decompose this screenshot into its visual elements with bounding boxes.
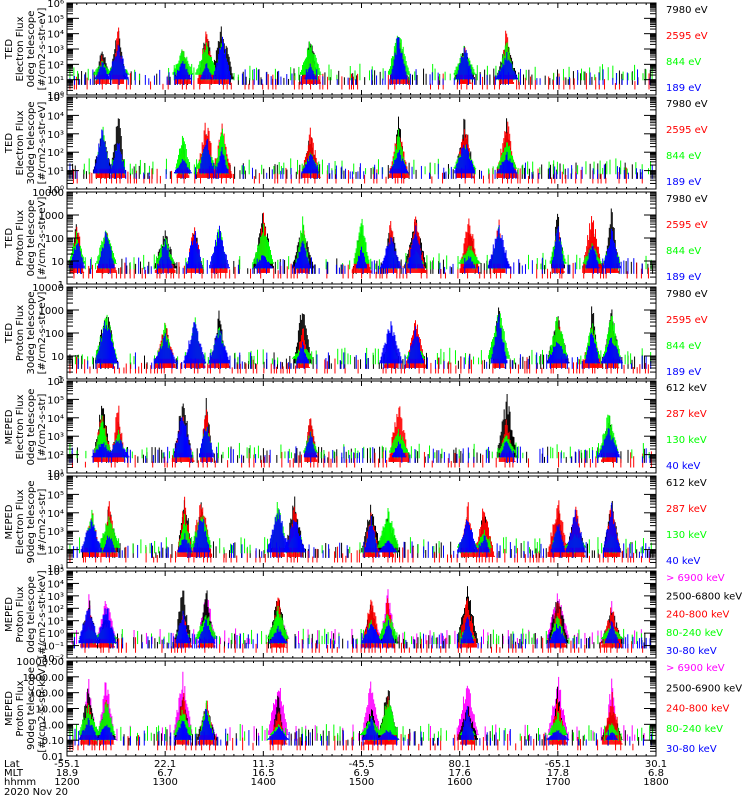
legend-entry: 844 eV bbox=[666, 151, 701, 162]
y-tick-label: 10⁴ bbox=[47, 30, 64, 41]
y-tick-label: 10¹ bbox=[47, 167, 64, 178]
y-tick-label: 10⁰ bbox=[47, 91, 64, 102]
panel-data bbox=[68, 208, 654, 279]
y-axis-label-line: TED bbox=[4, 39, 15, 60]
plot-frame bbox=[66, 2, 657, 96]
y-tick-label: 10⁰ bbox=[47, 185, 64, 196]
y-axis: 1 10 100 1000 10000 bbox=[32, 188, 656, 291]
y-axis-label-line: 0deg telescope bbox=[26, 11, 37, 88]
y-tick-label: 10⁵ bbox=[47, 14, 64, 25]
y-axis-label: TEDElectron Flux30deg telescope[#/cm2-s-… bbox=[4, 101, 48, 184]
y-tick-label: 10³ bbox=[47, 130, 64, 141]
y-axis-label: TEDProton Flux0deg telescope[#/cm2-s-str… bbox=[4, 197, 48, 280]
y-tick-label: 10⁴ bbox=[47, 111, 64, 122]
legend-entry: 189 eV bbox=[666, 177, 701, 188]
series-189-ev bbox=[69, 129, 653, 179]
legend-entry: 7980 eV bbox=[666, 194, 708, 205]
y-axis-label-line: Electron Flux bbox=[15, 110, 26, 175]
y-axis-label-line: TED bbox=[4, 133, 15, 154]
legend: 7980 eV 2595 eV 844 eV 189 eV bbox=[666, 5, 708, 94]
series-189-ev bbox=[68, 225, 643, 274]
legend-entry: 2595 eV bbox=[666, 125, 708, 136]
y-tick-label: 10¹ bbox=[47, 76, 64, 87]
panel-data bbox=[69, 306, 652, 374]
y-tick-label: 100 bbox=[45, 234, 64, 245]
y-tick-label: 10³ bbox=[47, 45, 64, 56]
series-189-ev bbox=[69, 36, 651, 85]
panel-data bbox=[69, 26, 653, 90]
legend-entry: 2595 eV bbox=[666, 31, 708, 42]
y-axis-label-line: TED bbox=[4, 228, 15, 249]
legend-entry: 7980 eV bbox=[666, 99, 708, 110]
series-844-ev bbox=[69, 35, 653, 81]
legend-entry: 189 eV bbox=[666, 83, 701, 94]
y-axis-label-line: [#/cm2-s-str-eV] bbox=[37, 8, 48, 91]
series-7980-ev bbox=[77, 26, 651, 85]
y-tick-label: 10000 bbox=[32, 188, 64, 199]
legend-entry: 189 eV bbox=[666, 272, 701, 283]
legend-entry: 2595 eV bbox=[666, 220, 708, 231]
y-axis-label-line: [#/cm2-s-str-eV] bbox=[37, 102, 48, 185]
panel-data bbox=[69, 116, 653, 184]
y-axis-label-line: Electron Flux bbox=[15, 16, 26, 81]
y-axis-label-line: 0deg telescope bbox=[26, 200, 37, 277]
y-axis: 10⁰ 10¹ 10² 10³ 10⁴ 10⁵ bbox=[47, 93, 656, 196]
y-tick-label: 1000 bbox=[39, 211, 64, 222]
y-tick-label: 1 bbox=[58, 280, 64, 291]
y-axis-label: TEDElectron Flux0deg telescope[#/cm2-s-s… bbox=[4, 8, 48, 91]
y-tick-label: 10² bbox=[47, 148, 64, 159]
y-axis-label-line: 30deg telescope bbox=[26, 101, 37, 184]
legend-entry: 844 eV bbox=[666, 57, 701, 68]
y-axis: 10⁰ 10¹ 10² 10³ 10⁴ 10⁵ 10⁶ bbox=[47, 0, 656, 102]
y-axis-label-line: Proton Flux bbox=[15, 210, 26, 266]
y-tick-label: 10 bbox=[51, 257, 64, 268]
y-tick-label: 10⁵ bbox=[47, 93, 64, 104]
legend-entry: 844 eV bbox=[666, 246, 701, 257]
legend: 7980 eV 2595 eV 844 eV 189 eV bbox=[666, 194, 708, 283]
legend: 7980 eV 2595 eV 844 eV 189 eV bbox=[666, 99, 708, 188]
y-axis-label-line: [#/cm2-s-str-eV] bbox=[37, 197, 48, 280]
legend-entry: 7980 eV bbox=[666, 5, 708, 16]
series-7980-ev bbox=[72, 116, 642, 179]
y-tick-label: 10⁶ bbox=[47, 0, 64, 10]
y-tick-label: 10² bbox=[47, 60, 64, 71]
